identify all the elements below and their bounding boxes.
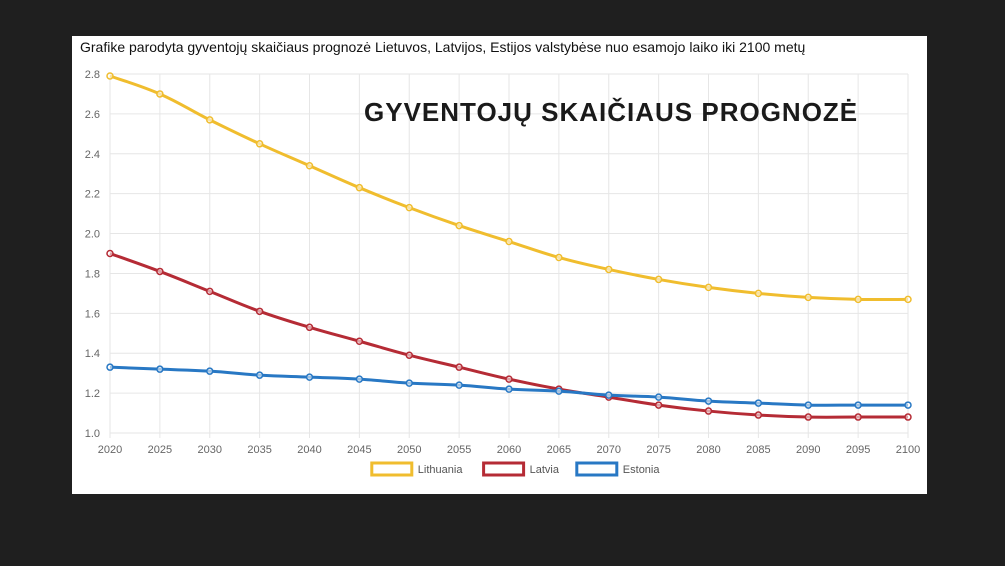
x-tick-label: 2025 [148,444,172,456]
y-tick-label: 2.4 [85,149,100,161]
data-point-lithuania [854,295,862,304]
legend-swatch [575,461,619,477]
data-point-latvia [206,287,214,296]
x-tick-label: 2085 [746,444,770,456]
data-point-latvia [405,351,413,359]
x-tick-label: 2060 [497,444,521,456]
legend-item-estonia[interactable]: Estonia [575,461,661,477]
y-tick-label: 1.4 [85,348,100,360]
legend-label: Latvia [530,464,560,476]
data-point-lithuania [505,237,513,246]
data-point-latvia [904,413,912,421]
data-point-lithuania [156,90,164,98]
data-point-estonia [255,371,264,379]
data-point-latvia [854,413,862,421]
data-point-latvia [804,413,812,421]
x-tick-label: 2020 [98,444,122,456]
x-tick-label: 2075 [646,444,670,456]
data-point-lithuania [804,293,812,302]
data-point-estonia [206,367,214,375]
y-tick-label: 1.8 [85,268,100,280]
x-tick-label: 2050 [397,444,421,456]
data-point-estonia [505,385,513,393]
x-tick-label: 2065 [547,444,571,456]
data-point-latvia [704,407,713,415]
data-point-latvia [106,249,114,258]
overlay-title: GYVENTOJŲ SKAIČIAUS PROGNOZĖ [364,97,859,127]
legend-label: Estonia [623,464,661,476]
data-point-lithuania [704,283,713,292]
data-point-latvia [156,267,164,276]
data-point-lithuania [654,275,663,284]
legend-swatch [370,461,414,477]
data-point-lithuania [355,183,364,192]
data-point-estonia [156,365,164,373]
data-point-latvia [305,323,314,332]
data-point-estonia [605,391,613,399]
data-point-latvia [355,337,364,346]
data-point-lithuania [605,265,613,274]
line-chart: 1.0 1.2 1.4 1.6 1.8 2.0 2.2 2.4 2.6 2.8 2020 2025 20… [85,69,921,477]
data-point-latvia [255,307,264,316]
x-tick-label: 2100 [896,444,920,456]
x-tick-label: 2095 [846,444,870,456]
data-point-estonia [355,375,364,383]
y-tick-label: 1.6 [85,308,100,320]
data-point-estonia [455,381,463,389]
data-point-latvia [505,375,513,383]
data-point-estonia [305,373,314,381]
x-tick-label: 2090 [796,444,820,456]
data-point-lithuania [405,203,413,212]
x-tick-label: 2070 [597,444,621,456]
data-point-lithuania [206,116,214,124]
data-point-estonia [654,393,663,401]
legend-item-lithuania[interactable]: Lithuania [370,461,464,477]
data-point-estonia [904,401,912,409]
data-point-estonia [804,401,812,409]
data-point-estonia [405,379,413,387]
x-tick-label: 2055 [447,444,471,456]
data-point-lithuania [305,161,314,170]
data-point-estonia [754,399,763,407]
data-point-estonia [854,401,862,409]
data-point-lithuania [904,295,912,304]
legend-item-latvia[interactable]: Latvia [482,461,560,477]
legend[interactable]: Lithuania Latvia Estonia [370,461,661,477]
data-point-latvia [455,363,463,371]
chart-subtitle: Grafike parodyta gyventojų skaičiaus pro… [80,39,806,55]
x-tick-label: 2080 [696,444,720,456]
x-tick-label: 2030 [198,444,222,456]
legend-swatch [482,461,526,477]
y-tick-label: 2.8 [85,69,100,81]
data-point-lithuania [255,140,264,148]
data-point-estonia [704,397,713,405]
x-tick-label: 2035 [247,444,271,456]
y-tick-label: 2.2 [85,189,100,201]
series-lines [106,72,912,421]
y-tick-label: 1.2 [85,388,100,400]
data-point-lithuania [106,72,114,80]
chart-card: 1.0 1.2 1.4 1.6 1.8 2.0 2.2 2.4 2.6 2.8 2020 2025 20… [72,36,927,494]
data-point-lithuania [555,253,563,262]
data-point-lithuania [754,289,763,298]
x-tick-label: 2045 [347,444,371,456]
data-point-lithuania [455,221,463,230]
data-point-estonia [555,387,563,395]
axis-labels: 1.0 1.2 1.4 1.6 1.8 2.0 2.2 2.4 2.6 2.8 2020 2025 20… [85,69,921,456]
data-point-latvia [654,401,663,409]
y-tick-label: 1.0 [85,428,100,440]
legend-label: Lithuania [418,464,464,476]
data-point-latvia [754,411,763,419]
y-tick-label: 2.6 [85,109,100,121]
y-tick-label: 2.0 [85,229,100,241]
data-point-estonia [106,363,114,371]
x-tick-label: 2040 [297,444,321,456]
